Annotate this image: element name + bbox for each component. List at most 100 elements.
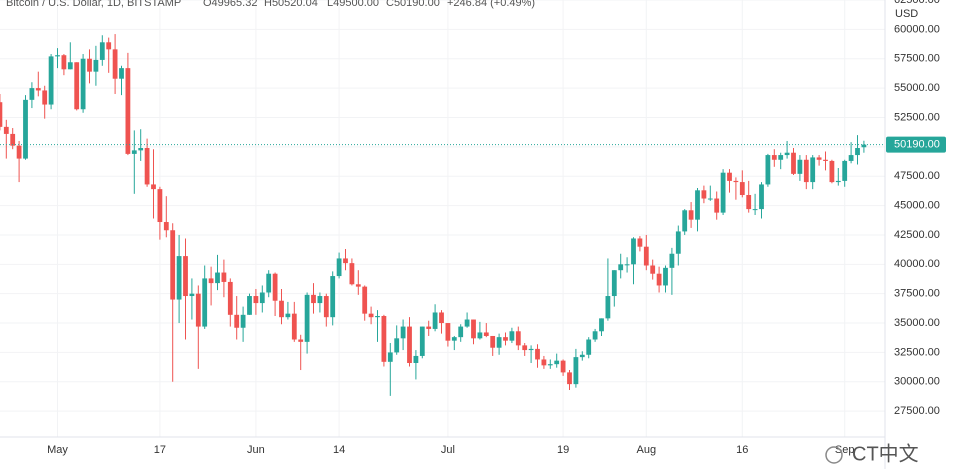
x-tick-label: May <box>47 444 68 456</box>
y-tick-label: 42500.00 <box>894 229 940 241</box>
header-change: +246.84 (+0.49%) <box>447 0 535 9</box>
candle-body <box>0 102 3 127</box>
candle-body <box>29 88 35 100</box>
candle-body <box>579 354 585 358</box>
candle-body <box>407 326 412 363</box>
candle-body <box>477 332 483 339</box>
candle-body <box>138 148 144 151</box>
candle-body <box>61 55 67 70</box>
candle-body <box>451 337 457 341</box>
candle-body <box>311 294 316 304</box>
candle-body <box>48 56 54 105</box>
candle-body <box>855 148 860 156</box>
candle-body <box>247 296 252 315</box>
x-tick-label: 17 <box>154 444 166 456</box>
candle-body <box>778 155 784 160</box>
candle-body <box>426 326 432 329</box>
candle-body <box>573 357 579 385</box>
candle-body <box>835 180 841 183</box>
x-tick-label: Sep <box>835 444 855 456</box>
candle-body <box>157 189 163 223</box>
candle-body <box>605 296 611 319</box>
x-tick-label: 14 <box>333 444 345 456</box>
candle-body <box>298 339 304 342</box>
y-tick-label: 62500.00 <box>894 0 940 6</box>
candle-body <box>541 359 547 366</box>
y-tick-label: 40000.00 <box>894 258 940 270</box>
candle-body <box>842 160 848 181</box>
candle-body <box>631 238 636 265</box>
candle-body <box>87 58 92 72</box>
candle-body <box>419 326 425 356</box>
candle-body <box>183 256 188 297</box>
y-tick-label: 30000.00 <box>894 376 940 388</box>
candle-body <box>586 339 592 355</box>
candle-body <box>93 59 99 72</box>
candle-body <box>23 99 28 159</box>
candle-body <box>67 62 73 70</box>
candle-body <box>291 313 297 340</box>
candle-body <box>797 159 803 174</box>
candle-body <box>829 160 835 183</box>
candle-body <box>16 145 22 159</box>
candle-body <box>528 348 534 351</box>
last-price-label: 50190.00 <box>894 139 940 151</box>
candle-body <box>144 148 150 185</box>
x-tick-label: Jun <box>247 444 265 456</box>
candle-body <box>707 198 713 200</box>
candle-body <box>682 210 688 232</box>
candle-body <box>202 278 208 327</box>
candle-body <box>253 296 259 304</box>
candle-body <box>355 284 361 287</box>
candle-body <box>861 144 867 148</box>
candle-body <box>163 222 169 231</box>
candle-body <box>746 195 752 210</box>
candle-body <box>112 49 118 79</box>
candle-body <box>784 152 790 156</box>
watermark: CT中文 <box>825 442 919 465</box>
candle-body <box>208 278 214 284</box>
candle-body <box>35 88 41 91</box>
candle-body <box>611 270 617 297</box>
candle-body <box>618 264 624 271</box>
candle-body <box>285 313 291 318</box>
candle-body <box>695 190 700 220</box>
candle-body <box>669 253 675 268</box>
candle-body <box>445 323 451 341</box>
candle-body <box>503 337 508 341</box>
candle-body <box>560 360 566 373</box>
candle-body <box>151 184 156 190</box>
candle-body <box>272 273 278 301</box>
candle-body <box>643 246 649 266</box>
candle-body <box>74 62 80 110</box>
candle-body <box>803 159 809 183</box>
y-tick-label: 60000.00 <box>894 23 940 35</box>
candle-body <box>823 159 828 161</box>
candle-body <box>554 360 560 365</box>
candle-body <box>413 355 419 363</box>
candle-body <box>42 90 48 105</box>
candle-body <box>381 316 387 362</box>
candle-body <box>375 316 380 318</box>
candle-body <box>720 172 726 213</box>
candle-body <box>279 300 284 318</box>
y-tick-label: 55000.00 <box>894 82 940 94</box>
candle-body <box>3 126 9 134</box>
header-low: L49500.00 <box>327 0 379 9</box>
candle-body <box>125 68 131 154</box>
candle-body <box>592 331 598 340</box>
candle-body <box>304 294 310 342</box>
candle-body <box>439 312 444 324</box>
candle-body <box>535 348 540 360</box>
plot <box>0 34 885 396</box>
candle-body <box>259 292 265 304</box>
candle-body <box>522 345 528 351</box>
candle-body <box>816 157 822 160</box>
candle-body <box>349 263 355 285</box>
candle-body <box>752 209 758 211</box>
y-tick-label: 57500.00 <box>894 53 940 65</box>
candle-body <box>759 184 764 210</box>
candle-body <box>215 272 220 284</box>
candle-body <box>55 55 60 57</box>
